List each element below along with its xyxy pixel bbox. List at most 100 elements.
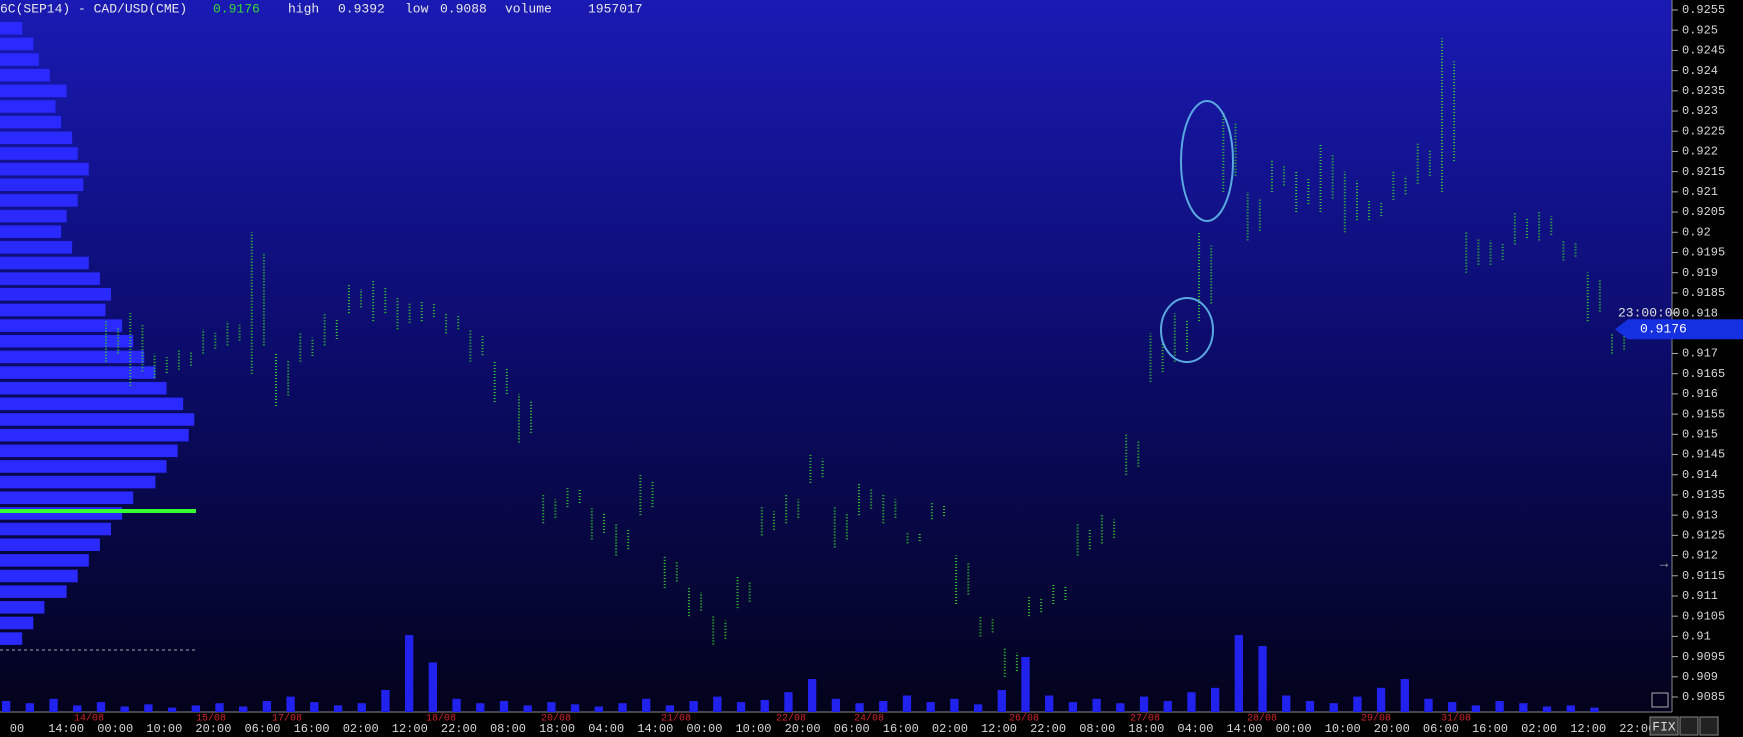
profile-bar [0,303,106,317]
profile-bar [0,444,178,458]
y-tick-label: 0.918 [1682,306,1718,320]
profile-bar [0,460,167,473]
profile-bar [0,428,189,442]
y-tick-label: 0.924 [1682,64,1718,78]
y-tick-label: 0.9225 [1682,124,1725,138]
profile-bar [0,585,67,598]
volume-bar [1021,657,1030,712]
x-tick-label: 06:00 [244,722,280,736]
volume-bar [499,701,509,712]
profile-bar [0,554,89,567]
y-tick-label: 0.92 [1682,225,1711,239]
volume-bar [1590,707,1599,712]
scroll-arrow[interactable]: → [1660,557,1669,573]
y-tick-label: 0.9245 [1682,44,1725,58]
y-tick-label: 0.9185 [1682,286,1725,300]
y-tick-label: 0.9165 [1682,367,1725,381]
x-tick-label: 04:00 [1177,722,1213,736]
volume-bar [191,705,200,712]
annotation-ellipse [1160,297,1214,363]
volume-bar [428,662,438,712]
y-tick-label: 0.9095 [1682,650,1725,664]
volume-bar [523,705,532,712]
y-tick-label: 0.9215 [1682,165,1725,179]
volume-bar [831,698,841,712]
volume-bar [310,702,319,712]
date-label: 22/08 [776,713,806,725]
fix-button[interactable] [1649,716,1679,736]
expand-icon[interactable] [1651,692,1669,708]
profile-bar [0,178,84,192]
last-price: 0.9176 [213,1,260,16]
profile-bar [0,22,23,35]
volume-bar [25,703,35,712]
volume-bar [926,702,935,712]
x-tick-label: 20:00 [195,722,231,736]
profile-bar [0,100,56,113]
price-axis-panel [1672,0,1743,737]
plot-background [0,0,1672,712]
profile-bar [0,162,89,176]
x-tick-label: 06:00 [834,722,870,736]
high-label: high [288,1,319,16]
x-tick-label: 04:00 [588,722,624,736]
profile-bar [0,68,50,82]
volume-bar [1376,687,1386,712]
x-tick-label: 12:00 [981,722,1017,736]
volume-bar [713,696,722,712]
profile-bar [0,272,100,285]
x-tick-label: 00:00 [686,722,722,736]
profile-bar [0,601,45,614]
x-tick-label: 06:00 [1423,722,1459,736]
profile-bar [0,616,34,630]
x-tick-label: 02:00 [1521,722,1557,736]
date-label: 20/08 [541,713,571,725]
annotation-ellipse [1180,100,1234,222]
profile-bar [0,335,134,348]
x-tick-label: 10:00 [735,722,771,736]
x-tick-label: 20:00 [1374,722,1410,736]
date-label: 29/08 [1361,713,1391,725]
volume-bar [476,703,485,712]
volume-value: 1957017 [588,1,643,16]
volume-bar [950,698,959,712]
nav-right[interactable] [1699,716,1719,736]
volume-bar [618,703,627,712]
low-value: 0.9088 [440,1,487,16]
time-axis-panel [0,712,1743,737]
y-tick-label: 0.913 [1682,508,1718,522]
date-label: 18/08 [426,713,456,725]
profile-bar [0,381,167,395]
volume-bar [1424,698,1433,712]
y-tick-label: 0.911 [1682,589,1718,603]
y-tick-label: 0.9155 [1682,407,1725,421]
cursor-time: 23:00:00 [1618,305,1680,320]
profile-bar [0,491,134,505]
fix-button-label[interactable]: FIX [1652,719,1676,734]
volume-bar [452,698,461,712]
volume-bar [1068,702,1078,712]
volume-bar [1187,692,1196,712]
volume-bar [120,706,129,712]
x-tick-label: 00:00 [97,722,133,736]
volume-bar [808,679,817,712]
volume-bar [2,701,11,712]
nav-left[interactable] [1679,716,1699,736]
y-tick-label: 0.9195 [1682,246,1725,260]
x-tick-label: 08:00 [1079,722,1115,736]
volume-bar [1448,702,1457,712]
volume-bar [1566,705,1575,712]
profile-bar [0,569,78,583]
y-tick-label: 0.919 [1682,266,1718,280]
volume-bar [784,692,793,712]
x-tick-label: 12:00 [392,722,428,736]
volume-bar [1092,698,1101,712]
time-axis: 00 14:00 00:00 10:00 20:00 06:00 16:00 02:00 12:… [10,713,1656,737]
volume-bar [405,635,414,712]
volume-bar [855,703,864,712]
date-label: 15/08 [196,713,226,725]
x-tick-label: 16:00 [294,722,330,736]
volume-bar [96,702,106,712]
date-label: 21/08 [661,713,691,725]
y-tick-label: 0.912 [1682,549,1718,563]
